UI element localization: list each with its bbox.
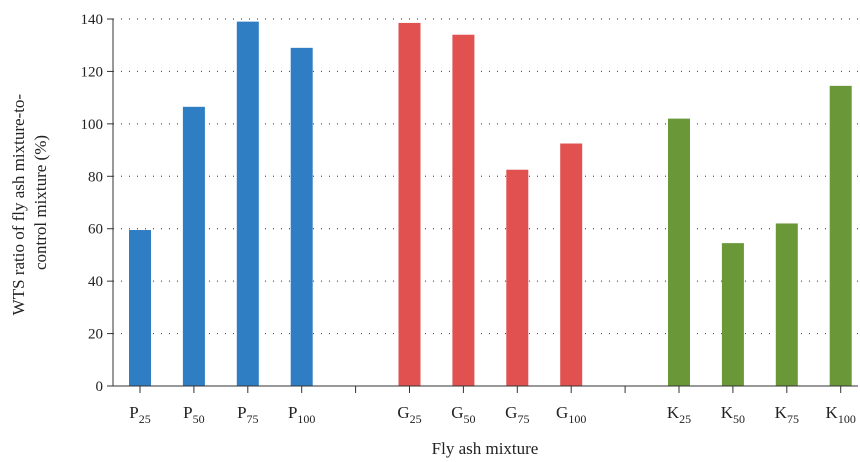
grid-lines bbox=[113, 18, 858, 335]
x-tick-label-base: G bbox=[451, 403, 463, 422]
x-tick-label: K25 bbox=[667, 403, 691, 426]
x-tick-label-base: P bbox=[288, 403, 297, 422]
x-tick-label-base: G bbox=[397, 403, 409, 422]
x-tick-label-subscript: 100 bbox=[838, 412, 856, 426]
bar-K50 bbox=[721, 243, 744, 386]
axes bbox=[112, 19, 858, 387]
x-tick-label: P75 bbox=[237, 403, 258, 426]
bar-G25 bbox=[398, 22, 421, 387]
y-ticks: 0 20 40 60 80 100 120 140 bbox=[81, 12, 113, 395]
y-axis-title-line-2: control mixture (%) bbox=[31, 135, 50, 270]
x-tick-label: K75 bbox=[775, 403, 799, 426]
x-tick-label: G75 bbox=[505, 403, 529, 426]
bars bbox=[129, 21, 852, 387]
y-axis-title-line-1: WTS ratio of fly ash mixture-to- bbox=[9, 94, 28, 316]
x-tick-label-subscript: 50 bbox=[193, 412, 205, 426]
x-tick-label-base: P bbox=[237, 403, 246, 422]
bar-G50 bbox=[452, 34, 475, 386]
x-tick-label-base: K bbox=[826, 403, 839, 422]
x-ticks: P25 P50 P75 P100 G25 G50 G75 G100 K25 K50 K75 K100 bbox=[129, 386, 856, 426]
x-tick-label-subscript: 100 bbox=[297, 412, 315, 426]
y-tick-label: 140 bbox=[81, 12, 104, 28]
x-tick-label: G50 bbox=[451, 403, 475, 426]
bar-P50 bbox=[182, 106, 205, 386]
x-tick-label-subscript: 100 bbox=[568, 412, 586, 426]
bar-G75 bbox=[506, 169, 529, 386]
bar-P25 bbox=[129, 230, 151, 386]
x-tick-label-base: P bbox=[183, 403, 192, 422]
x-tick-label-subscript: 50 bbox=[464, 412, 476, 426]
x-tick-label-subscript: 25 bbox=[139, 412, 151, 426]
bar-P100 bbox=[290, 47, 313, 386]
x-tick-label-base: K bbox=[667, 403, 680, 422]
x-axis-title: Fly ash mixture bbox=[432, 439, 539, 458]
x-tick-label-base: G bbox=[556, 403, 568, 422]
x-tick-label-subscript: 25 bbox=[410, 412, 422, 426]
y-tick-label: 40 bbox=[88, 274, 103, 290]
bar-K100 bbox=[829, 85, 852, 386]
x-tick-label-subscript: 75 bbox=[787, 412, 799, 426]
x-tick-label: P50 bbox=[183, 403, 204, 426]
x-tick-label: P25 bbox=[129, 403, 150, 426]
x-tick-label-base: K bbox=[775, 403, 788, 422]
y-tick-label: 120 bbox=[81, 64, 104, 80]
x-tick-label: G25 bbox=[397, 403, 421, 426]
x-tick-label: P100 bbox=[288, 403, 315, 426]
y-tick-label: 60 bbox=[88, 222, 103, 238]
x-tick-label-base: G bbox=[505, 403, 517, 422]
x-tick-label-base: K bbox=[721, 403, 734, 422]
y-axis-title: WTS ratio of fly ash mixture-to- control… bbox=[9, 90, 50, 316]
x-tick-label-subscript: 75 bbox=[247, 412, 259, 426]
x-tick-label: K100 bbox=[826, 403, 856, 426]
y-tick-label: 100 bbox=[81, 117, 104, 133]
bar-K25 bbox=[668, 118, 690, 386]
x-tick-label-subscript: 50 bbox=[733, 412, 745, 426]
x-tick-label-subscript: 75 bbox=[517, 412, 529, 426]
bar-P75 bbox=[236, 21, 259, 386]
y-tick-label: 80 bbox=[88, 169, 103, 185]
x-tick-label-base: P bbox=[129, 403, 138, 422]
x-tick-label-subscript: 25 bbox=[679, 412, 691, 426]
y-tick-label: 20 bbox=[88, 327, 103, 343]
x-tick-label: G100 bbox=[556, 403, 586, 426]
bar-G100 bbox=[560, 143, 583, 386]
y-tick-label: 0 bbox=[96, 379, 104, 395]
x-tick-label: K50 bbox=[721, 403, 745, 426]
bar-K75 bbox=[775, 223, 798, 386]
